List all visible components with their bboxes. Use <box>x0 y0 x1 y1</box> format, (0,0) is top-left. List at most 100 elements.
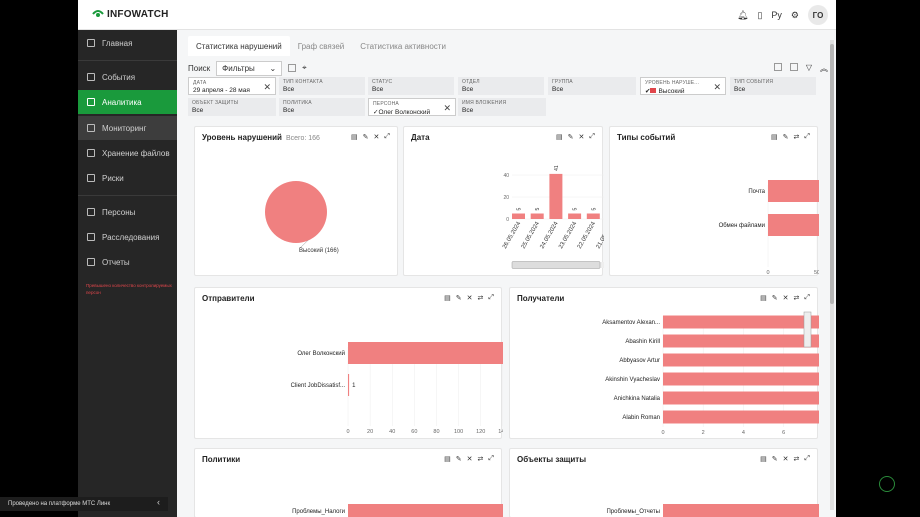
close-icon[interactable]: ✕ <box>466 295 473 302</box>
expand-icon[interactable]: ⤢ <box>488 294 494 301</box>
card-tools: ▤ ✎ ⇄ ⤢ <box>771 133 810 141</box>
bar <box>663 315 819 329</box>
expand-icon[interactable]: ⤢ <box>589 133 595 140</box>
close-icon[interactable]: ✕ <box>782 295 789 302</box>
edit-icon[interactable]: ✎ <box>782 134 789 141</box>
close-icon[interactable]: ✕ <box>443 103 451 113</box>
edit-icon[interactable]: ✎ <box>567 134 574 141</box>
collapse-icon[interactable]: ︽ <box>820 63 828 73</box>
filter-event-type[interactable]: ТИП СОБЫТИЯ Все <box>730 77 816 95</box>
filter-contact-type[interactable]: ТИП КОНТАКТА Все <box>279 77 365 95</box>
export-icon[interactable]: ▤ <box>760 295 767 302</box>
filter-status[interactable]: СТАТУС Все <box>368 77 454 95</box>
x-tick-label: 22.05.2024 <box>577 220 598 250</box>
filter-violation-level[interactable]: УРОВЕНЬ НАРУШЕ... ✔ Высокий ✕ <box>640 77 726 95</box>
y-tick-label: Abashin Kirill <box>625 339 660 345</box>
expand-icon[interactable]: ⤢ <box>488 455 494 462</box>
export-icon[interactable]: ▤ <box>771 134 778 141</box>
edit-icon[interactable]: ✎ <box>771 456 778 463</box>
export-icon[interactable]: ▤ <box>444 456 451 463</box>
card-title: Уровень нарушений Всего: 166 <box>202 133 320 142</box>
toolbar-right: ▽ ︽ <box>773 62 828 74</box>
filters-select[interactable]: Фильтры ⌄ <box>216 60 283 76</box>
filter-department[interactable]: ОТДЕЛ Все <box>458 77 544 95</box>
bar <box>768 214 819 236</box>
sidebar-item-events[interactable]: События <box>78 65 177 89</box>
edit-icon[interactable]: ✎ <box>771 295 778 302</box>
sidebar-item-persons[interactable]: Персоны <box>78 200 177 224</box>
export-icon[interactable] <box>789 62 798 71</box>
check-icon: ✔ <box>645 88 651 95</box>
export-icon[interactable]: ▤ <box>556 134 563 141</box>
y-tick-label: Alabin Roman <box>622 415 660 421</box>
page-scrollbar-thumb[interactable] <box>830 44 834 304</box>
close-icon[interactable]: ✕ <box>373 134 380 141</box>
swap-icon[interactable]: ⇄ <box>793 456 800 463</box>
export-icon[interactable]: ▤ <box>351 134 358 141</box>
card-title: Отправители <box>202 294 255 303</box>
expand-icon[interactable]: ⤢ <box>804 294 810 301</box>
copy-icon[interactable] <box>773 62 782 71</box>
tab-link-graph[interactable]: Граф связей <box>297 41 345 51</box>
bar <box>512 213 525 219</box>
sidebar-item-reports[interactable]: Отчеты <box>78 250 177 274</box>
close-icon[interactable]: ✕ <box>782 456 789 463</box>
sidebar-item-file-storage[interactable]: Хранение файлов <box>78 141 177 165</box>
close-icon[interactable]: ✕ <box>578 134 585 141</box>
filter-date[interactable]: ДАТА 29 апреля - 28 мая ✕ <box>188 77 276 95</box>
card-protected-objects: Объекты защиты ▤ ✎ ✕ ⇄ ⤢ 96Проблемы_Отчеты <box>509 448 819 517</box>
card-tools: ▤ ✎ ✕ ⇄ ⤢ <box>444 294 494 302</box>
x-tick-label: 4 <box>742 430 745 436</box>
export-icon[interactable]: ▤ <box>760 456 767 463</box>
filter-attachment-name[interactable]: ИМЯ ВЛОЖЕНИЯ Все <box>458 98 546 116</box>
filter-icon[interactable]: ▽ <box>805 62 812 72</box>
x-tick-label: 0 <box>766 270 769 276</box>
swap-icon[interactable]: ⇄ <box>477 456 484 463</box>
app-window: INFOWATCH 🔔︎ ▯ Ру ⚙︎ ГО Главная События … <box>78 0 836 517</box>
bell-icon[interactable]: 🔔︎ <box>737 9 749 20</box>
pin-icon[interactable]: ⌖ <box>302 63 307 72</box>
protected-objects-chart: 96Проблемы_Отчеты <box>606 504 819 517</box>
edit-icon[interactable]: ✎ <box>455 295 462 302</box>
gear-icon[interactable]: ⚙︎ <box>790 9 799 20</box>
avatar[interactable]: ГО <box>808 5 828 25</box>
filter-policy[interactable]: ПОЛИТИКА Все <box>279 98 365 116</box>
y-tick-label: 40 <box>503 173 509 179</box>
sidebar-item-monitoring[interactable]: Мониторинг <box>78 116 177 140</box>
close-icon[interactable]: ✕ <box>466 456 473 463</box>
swap-icon[interactable]: ⇄ <box>477 295 484 302</box>
save-icon[interactable] <box>288 64 297 72</box>
swap-icon[interactable]: ⇄ <box>793 295 800 302</box>
sidebar-item-home[interactable]: Главная <box>78 31 177 55</box>
collapse-sidebar-icon[interactable]: ‹ <box>157 497 160 507</box>
pie-label-leader <box>299 239 309 249</box>
close-icon[interactable]: ✕ <box>263 82 271 92</box>
expand-icon[interactable]: ⤢ <box>384 133 390 140</box>
tab-violation-stats[interactable]: Статистика нарушений <box>188 36 290 56</box>
y-tick-label: Почта <box>748 189 765 195</box>
book-icon[interactable]: ▯ <box>757 9 763 20</box>
tab-activity-stats[interactable]: Статистика активности <box>360 41 446 51</box>
divider <box>78 195 177 196</box>
edit-icon[interactable]: ✎ <box>362 134 369 141</box>
x-tick-label: 2 <box>702 430 705 436</box>
export-icon[interactable]: ▤ <box>444 295 451 302</box>
expand-icon[interactable]: ⤢ <box>804 133 810 140</box>
card-event-types: Типы событий ▤✎⇄⤢ 05096Почта70Обмен файл… <box>609 126 819 276</box>
y-tick-label: Akinshin Vyacheslav <box>605 377 660 383</box>
close-icon[interactable]: ✕ <box>713 82 721 92</box>
brand-logo[interactable]: INFOWATCH <box>92 8 169 20</box>
filter-protected-object[interactable]: ОБЪЕКТ ЗАЩИТЫ Все <box>188 98 276 116</box>
swap-icon[interactable]: ⇄ <box>793 134 800 141</box>
search-label: Поиск <box>188 63 211 73</box>
sidebar-item-investigations[interactable]: Расследования <box>78 225 177 249</box>
sidebar-item-analytics[interactable]: Аналитика <box>78 90 177 114</box>
bar-value-label: 1 <box>352 383 356 389</box>
sidebar-item-risks[interactable]: Риски <box>78 166 177 190</box>
edit-icon[interactable]: ✎ <box>455 456 462 463</box>
filter-group[interactable]: ГРУППА Все <box>548 77 636 95</box>
expand-icon[interactable]: ⤢ <box>804 455 810 462</box>
bar <box>663 504 819 517</box>
language-switch[interactable]: Ру <box>771 10 782 20</box>
filter-person[interactable]: ПЕРСОНА ✓Олег Волконский ✕ <box>368 98 456 116</box>
